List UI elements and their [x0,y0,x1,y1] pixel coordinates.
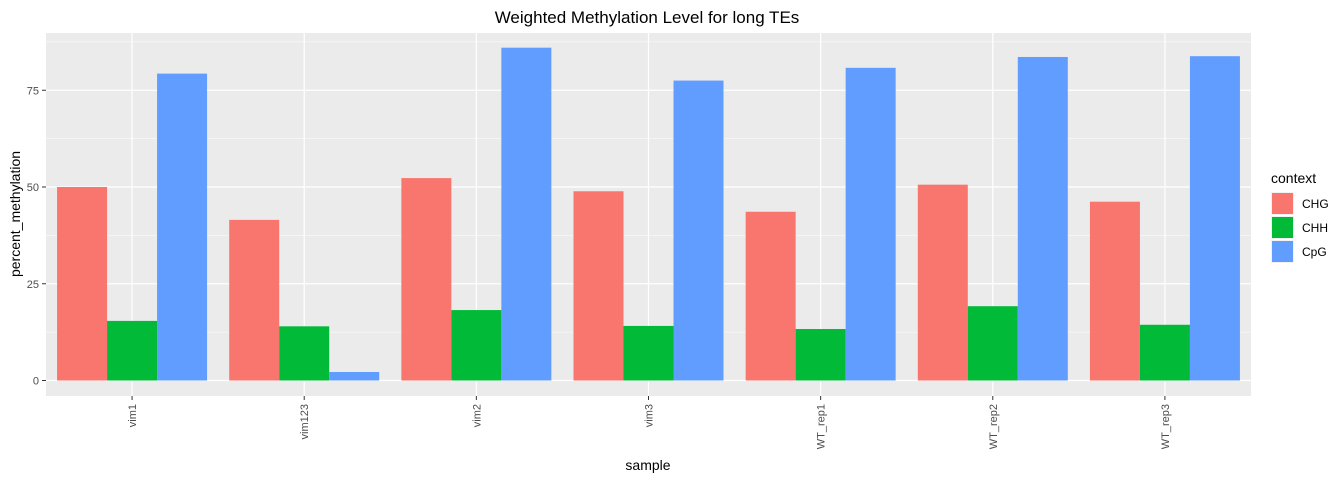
bar-chh-wt-rep1 [795,329,846,381]
bar-chh-wt-rep2 [967,306,1018,381]
x-tick-label: WT_rep1 [816,404,828,449]
x-tick-label: vim123 [299,404,311,439]
bar-chh-vim123 [279,326,330,381]
x-tick-label: WT_rep2 [988,404,1000,449]
x-tick-label: vim2 [471,404,483,427]
bar-cpg-wt-rep1 [845,67,896,381]
bar-cpg-vim3 [673,80,724,381]
legend-label-cpg: CpG [1302,245,1327,259]
chart-title: Weighted Methylation Level for long TEs [495,8,800,27]
bars-layer [57,47,1240,381]
legend-swatch-chg [1272,193,1293,214]
x-axis-title: sample [625,457,670,473]
bar-chg-wt-rep3 [1089,201,1140,381]
x-tick-label: vim3 [644,404,656,427]
bar-cpg-vim2 [501,47,552,381]
y-tick-label: 0 [33,376,39,388]
legend-title: context [1271,170,1316,186]
x-axis: vim1 vim123 vim2 vim3 WT_rep1 WT_rep2 WT_rep3 [127,396,1172,449]
x-tick-label: WT_rep3 [1160,404,1172,449]
y-tick-label: 50 [27,182,39,194]
bar-cpg-wt-rep2 [1017,56,1068,381]
legend: context CHG CHH CpG [1271,170,1329,263]
bar-chg-wt-rep2 [917,184,968,381]
legend-swatch-cpg [1272,241,1293,262]
bar-chh-vim2 [451,310,502,381]
legend-swatch-chh [1272,217,1293,238]
y-tick-label: 25 [27,279,39,291]
bar-chg-vim1 [57,187,108,381]
legend-label-chh: CHH [1302,221,1328,235]
y-axis-title: percent_methylation [7,151,23,277]
bar-chh-vim3 [623,325,674,381]
bar-chg-vim123 [229,219,280,381]
x-tick-label: vim1 [127,404,139,427]
bar-cpg-vim1 [157,73,208,381]
legend-label-chg: CHG [1302,197,1329,211]
y-axis: 0 25 50 75 [27,85,46,388]
y-tick-label: 75 [27,85,39,97]
bar-cpg-wt-rep3 [1189,56,1240,381]
bar-chh-vim1 [107,320,158,381]
bar-chg-vim3 [573,191,624,381]
bar-chh-wt-rep3 [1139,324,1190,381]
bar-chg-vim2 [401,178,452,381]
bar-cpg-vim123 [329,371,380,381]
bar-chg-wt-rep1 [745,211,796,381]
